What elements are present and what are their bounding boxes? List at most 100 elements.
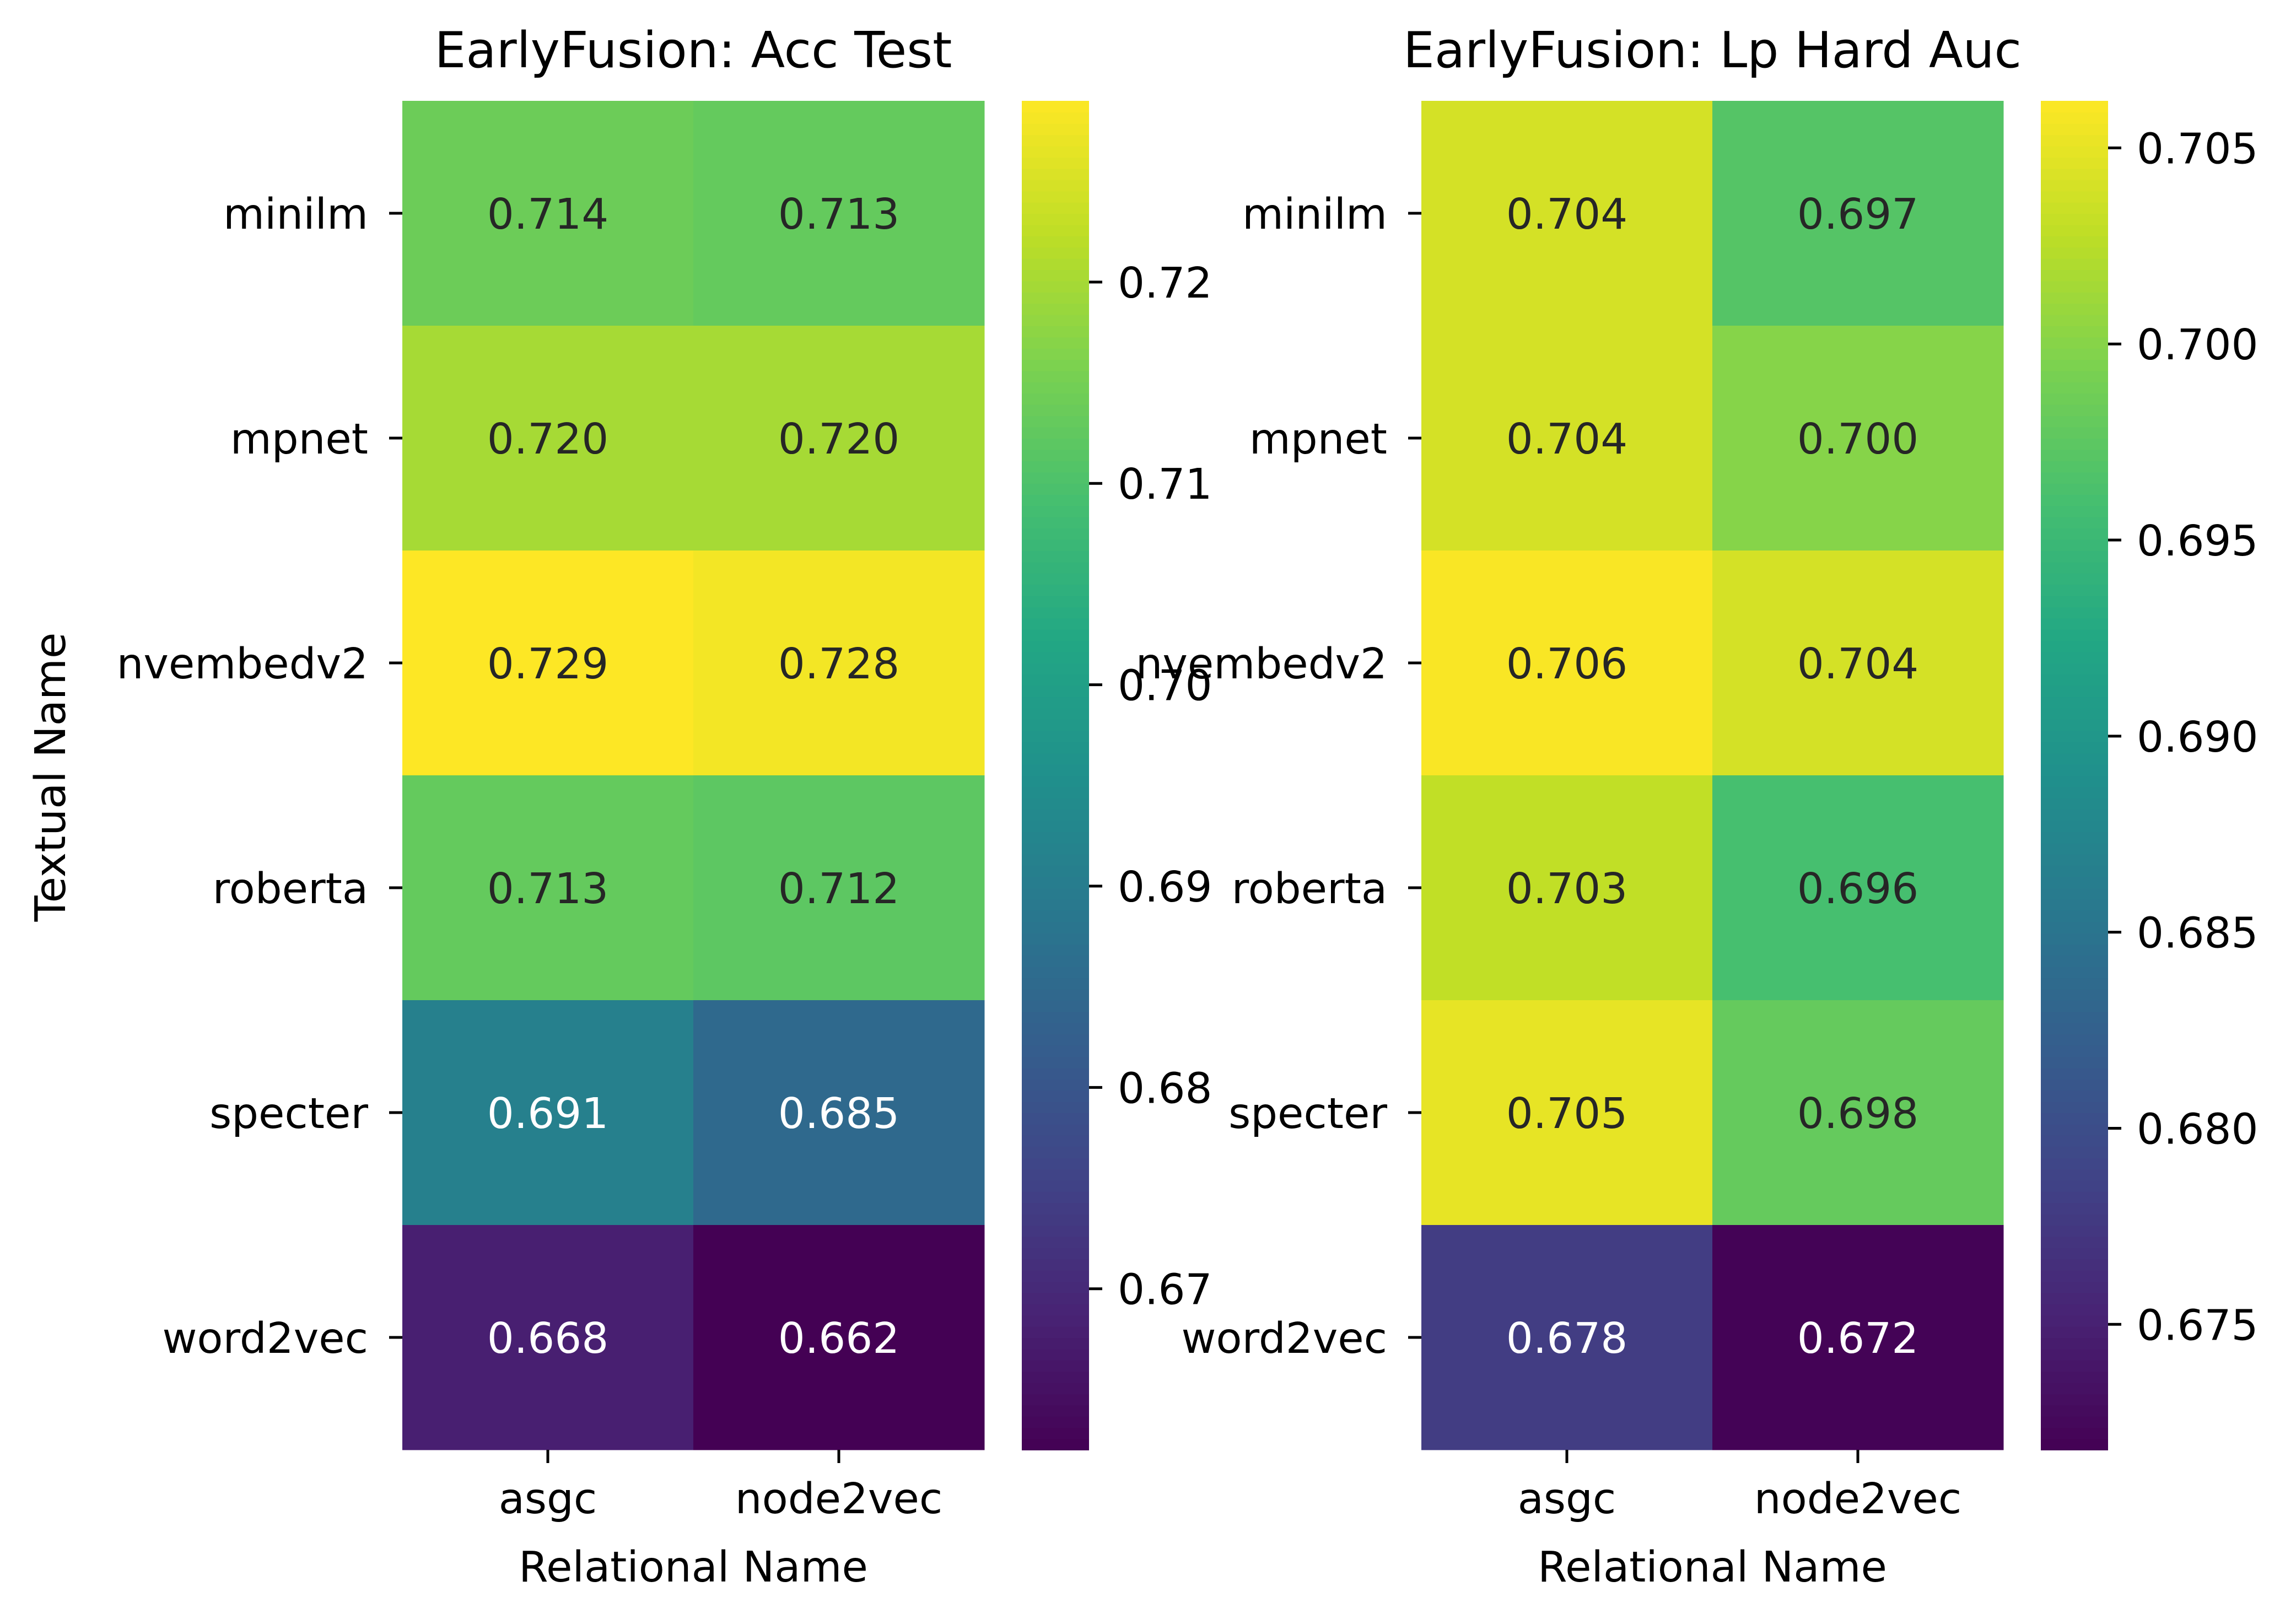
colorbar-segment <box>2041 708 2108 720</box>
colorbar-segment <box>2041 573 2108 585</box>
colorbar-segment <box>1022 944 1089 956</box>
colorbar-segment <box>1022 472 1089 484</box>
colorbar-segment <box>1022 595 1089 607</box>
colorbar-tick-label: 0.705 <box>2137 125 2258 174</box>
colorbar-segment <box>2041 1247 2108 1260</box>
colorbar-segment <box>2041 1090 2108 1102</box>
colorbar-segment <box>2041 730 2108 742</box>
colorbar-segment <box>1022 843 1089 855</box>
colorbar-segment <box>2041 505 2108 517</box>
colorbar-segment <box>1022 1045 1089 1057</box>
colorbar-segment <box>2041 382 2108 394</box>
cell-value-label: 0.704 <box>1506 190 1627 239</box>
colorbar-segment <box>2041 640 2108 652</box>
colorbar-segment <box>1022 1359 1089 1372</box>
colorbar-segment <box>1022 809 1089 821</box>
colorbar-segment <box>1022 393 1089 405</box>
cell-value-label: 0.714 <box>487 190 608 239</box>
colorbar-segment <box>1022 1157 1089 1169</box>
y-tick-label: specter <box>1228 1089 1387 1138</box>
colorbar-segment <box>2041 1359 2108 1372</box>
colorbar-segment <box>2041 809 2108 821</box>
heatmap-cell <box>693 101 985 326</box>
colorbar-segment <box>1022 1067 1089 1080</box>
colorbar-segment <box>2041 1011 2108 1023</box>
colorbar-segment <box>1022 280 1089 293</box>
colorbar-segment <box>1022 1000 1089 1012</box>
colorbar-segment <box>1022 832 1089 844</box>
y-tick-label: roberta <box>213 865 368 914</box>
colorbar-segment <box>2041 157 2108 169</box>
colorbar-segment <box>1022 786 1089 798</box>
colorbar-segment <box>2041 854 2108 866</box>
y-tick-label: roberta <box>1232 865 1387 914</box>
colorbar-tick-label: 0.695 <box>2137 517 2258 566</box>
colorbar-segment <box>1022 921 1089 933</box>
chart-title: EarlyFusion: Lp Hard Auc <box>1403 21 2022 79</box>
colorbar-segment <box>1022 427 1089 439</box>
y-tick-label: word2vec <box>162 1314 368 1363</box>
colorbar-segment <box>1022 258 1089 270</box>
colorbar-segment <box>2041 1337 2108 1350</box>
colorbar-segment <box>1022 865 1089 877</box>
colorbar-segment <box>2041 1348 2108 1361</box>
colorbar-segment <box>2041 393 2108 405</box>
colorbar-segment <box>2041 1113 2108 1125</box>
colorbar-segment <box>2041 191 2108 203</box>
colorbar-segment <box>1022 370 1089 382</box>
colorbar-segment <box>2041 1213 2108 1226</box>
colorbar-segment <box>1022 247 1089 259</box>
colorbar-segment <box>1022 797 1089 810</box>
colorbar-segment <box>1022 516 1089 529</box>
colorbar-segment <box>2041 1067 2108 1080</box>
colorbar-segment <box>1022 1225 1089 1237</box>
colorbar-tick-label: 0.680 <box>2137 1105 2258 1154</box>
colorbar-segment <box>2041 618 2108 630</box>
colorbar-segment <box>1022 1011 1089 1023</box>
colorbar-segment <box>2041 775 2108 787</box>
colorbar-segment <box>1022 1303 1089 1316</box>
y-tick-label: word2vec <box>1181 1314 1387 1363</box>
cell-value-label: 0.720 <box>487 415 608 464</box>
colorbar-segment <box>1022 573 1089 585</box>
colorbar-segment <box>1022 685 1089 698</box>
colorbar-segment <box>2041 292 2108 304</box>
y-axis: minilm mpnet nvembedv2 roberta specter word2v… <box>1136 190 1421 1363</box>
cell-value-label: 0.662 <box>778 1314 899 1363</box>
colorbar-segment <box>1022 753 1089 765</box>
colorbar-segment <box>1022 730 1089 742</box>
colorbar-segment <box>1022 1270 1089 1282</box>
heatmap-cell <box>1712 775 2004 1001</box>
colorbar-segment <box>2041 1146 2108 1158</box>
colorbar-segment <box>1022 213 1089 225</box>
colorbar-segment <box>2041 539 2108 551</box>
colorbar-tick-label: 0.71 <box>1118 460 1212 509</box>
colorbar-segment <box>1022 1259 1089 1271</box>
colorbar-segment <box>2041 314 2108 326</box>
cell-value-label: 0.704 <box>1506 415 1627 464</box>
colorbar-segment <box>1022 224 1089 236</box>
cell-value-label: 0.713 <box>487 865 608 914</box>
colorbar: 0.67 0.68 0.69 0.70 0.71 0.72 <box>1022 101 1212 1450</box>
colorbar-segment <box>2041 741 2108 754</box>
heatmap-cell <box>693 775 985 1001</box>
colorbar-segment <box>2041 145 2108 158</box>
colorbar-tick-label: 0.68 <box>1118 1064 1212 1113</box>
colorbar-segment <box>1022 202 1089 214</box>
colorbar-segment <box>2041 921 2108 933</box>
cell-value-label: 0.705 <box>1506 1089 1627 1138</box>
colorbar-segment <box>2041 932 2108 945</box>
colorbar-segment <box>2041 663 2108 675</box>
colorbar-segment <box>2041 337 2108 349</box>
colorbar-segment <box>1022 764 1089 776</box>
cell-value-label: 0.700 <box>1797 415 1918 464</box>
colorbar-segment <box>2041 899 2108 911</box>
colorbar-segment <box>2041 1259 2108 1271</box>
colorbar-segment <box>2041 764 2108 776</box>
colorbar-segment <box>1022 741 1089 754</box>
colorbar-segment <box>2041 1078 2108 1091</box>
colorbar-segment <box>1022 618 1089 630</box>
colorbar-segment <box>1022 1348 1089 1361</box>
colorbar-segment <box>1022 1202 1089 1215</box>
